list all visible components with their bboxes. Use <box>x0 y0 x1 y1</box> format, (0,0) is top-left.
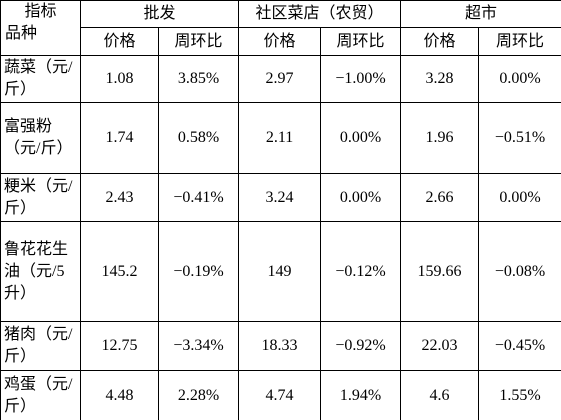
variety-name: 鸡蛋（元/斤） <box>0 370 81 420</box>
group-header: 社区菜店（农贸） <box>238 0 402 28</box>
value-cell: 1.55% <box>478 370 561 420</box>
value-cell: 4.74 <box>238 370 322 420</box>
subheader: 周环比 <box>320 27 402 56</box>
value-cell: 22.03 <box>400 321 480 371</box>
value-cell: −0.92% <box>320 321 402 371</box>
data-row: 粳米（元/斤） 2.43 −0.41% 3.24 0.00% 2.66 0.00% <box>0 173 561 222</box>
value-cell: 3.85% <box>157 55 240 103</box>
value-cell: −0.45% <box>478 321 561 371</box>
data-row: 富强粉（元/斤） 1.74 0.58% 2.11 0.00% 1.96 −0.51% <box>0 102 561 174</box>
header-row: 指标 品种 批发 社区菜店（农贸） 超市 <box>0 0 561 56</box>
value-cell: 3.28 <box>400 55 480 103</box>
value-cell: 2.97 <box>238 55 322 103</box>
value-cell: 0.00% <box>320 173 402 222</box>
value-cell: −0.12% <box>320 221 402 322</box>
value-cell: 145.2 <box>80 221 159 322</box>
value-cell: 3.24 <box>238 173 322 222</box>
corner-cell: 指标 品种 <box>0 0 81 56</box>
value-cell: 2.28% <box>157 370 240 420</box>
value-cell: 4.48 <box>80 370 159 420</box>
value-cell: 0.00% <box>320 102 402 174</box>
subheader: 周环比 <box>157 27 240 56</box>
value-cell: 0.00% <box>478 55 561 103</box>
value-cell: 1.74 <box>80 102 159 174</box>
value-cell: 18.33 <box>238 321 322 371</box>
value-cell: 0.58% <box>157 102 240 174</box>
variety-name: 猪肉（元/斤） <box>0 321 81 371</box>
subheader: 周环比 <box>478 27 561 56</box>
variety-name: 粳米（元/斤） <box>0 173 81 222</box>
value-cell: −0.41% <box>157 173 240 222</box>
subheader: 价格 <box>400 27 480 56</box>
value-cell: −3.34% <box>157 321 240 371</box>
data-row: 鲁花花生油（元/5升） 145.2 −0.19% 149 −0.12% 159.66 −0.… <box>0 221 561 322</box>
data-row: 鸡蛋（元/斤） 4.48 2.28% 4.74 1.94% 4.6 1.55% <box>0 370 561 420</box>
variety-name: 富强粉（元/斤） <box>0 102 81 174</box>
value-cell: 159.66 <box>400 221 480 322</box>
value-cell: 2.11 <box>238 102 322 174</box>
data-row: 蔬菜（元/斤） 1.08 3.85% 2.97 −1.00% 3.28 0.00% <box>0 55 561 103</box>
value-cell: 1.94% <box>320 370 402 420</box>
group-header: 批发 <box>79 0 240 28</box>
subheader-row: 价格 周环比 价格 周环比 价格 周环比 <box>1 27 561 56</box>
value-cell: −0.08% <box>478 221 561 322</box>
subheader: 价格 <box>80 27 159 56</box>
value-cell: −0.51% <box>478 102 561 174</box>
variety-name: 蔬菜（元/斤） <box>0 55 81 103</box>
variety-name: 鲁花花生油（元/5升） <box>0 221 81 322</box>
variety-label: 品种 <box>5 25 38 42</box>
value-cell: −0.19% <box>157 221 240 322</box>
value-cell: 2.66 <box>400 173 480 222</box>
subheader: 价格 <box>238 27 322 56</box>
data-row: 猪肉（元/斤） 12.75 −3.34% 18.33 −0.92% 22.03 −0.45% <box>0 321 561 371</box>
group-header: 超市 <box>400 0 561 28</box>
value-cell: 1.96 <box>400 102 480 174</box>
value-cell: 12.75 <box>80 321 159 371</box>
value-cell: 4.6 <box>400 370 480 420</box>
value-cell: 0.00% <box>478 173 561 222</box>
value-cell: 2.43 <box>80 173 159 222</box>
value-cell: 1.08 <box>80 55 159 103</box>
value-cell: 149 <box>238 221 322 322</box>
value-cell: −1.00% <box>320 55 402 103</box>
indicator-label: 指标 <box>24 3 57 20</box>
